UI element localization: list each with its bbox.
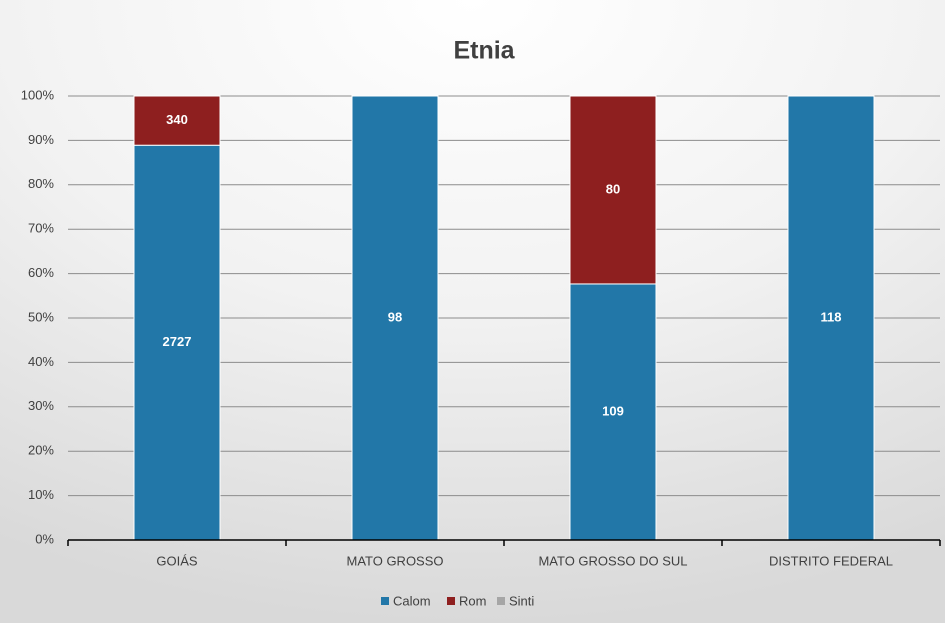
bar-segment — [569, 95, 657, 285]
x-tick-label: MATO GROSSO DO SUL — [538, 553, 687, 568]
chart-title: Etnia — [453, 37, 515, 65]
y-tick-label: 60% — [28, 265, 54, 280]
y-tick-label: 90% — [28, 132, 54, 147]
data-label: 340 — [166, 112, 188, 127]
bar-segment — [133, 95, 221, 146]
data-label: 98 — [388, 309, 402, 324]
bar-segment — [351, 95, 439, 541]
y-tick-label: 80% — [28, 176, 54, 191]
x-tick-label: MATO GROSSO — [346, 553, 443, 568]
x-tick-label: DISTRITO FEDERAL — [769, 553, 893, 568]
x-tick-label: GOIÁS — [156, 553, 198, 568]
y-tick-label: 30% — [28, 398, 54, 413]
data-label: 118 — [821, 309, 842, 324]
y-tick-label: 20% — [28, 443, 54, 458]
data-label: 80 — [606, 181, 620, 196]
y-tick-label: 100% — [21, 87, 55, 102]
legend-swatch — [497, 597, 505, 605]
legend-label: Calom — [393, 593, 431, 608]
y-tick-label: 70% — [28, 221, 54, 236]
y-tick-label: 0% — [35, 531, 54, 546]
legend-label: Sinti — [509, 593, 534, 608]
bar-segment — [133, 144, 221, 541]
data-label: 2727 — [163, 334, 192, 349]
legend-swatch — [447, 597, 455, 605]
y-tick-label: 10% — [28, 487, 54, 502]
data-label: 109 — [602, 403, 624, 418]
legend-swatch — [381, 597, 389, 605]
y-tick-label: 40% — [28, 354, 54, 369]
legend-label: Rom — [459, 593, 486, 608]
y-tick-label: 50% — [28, 309, 54, 324]
